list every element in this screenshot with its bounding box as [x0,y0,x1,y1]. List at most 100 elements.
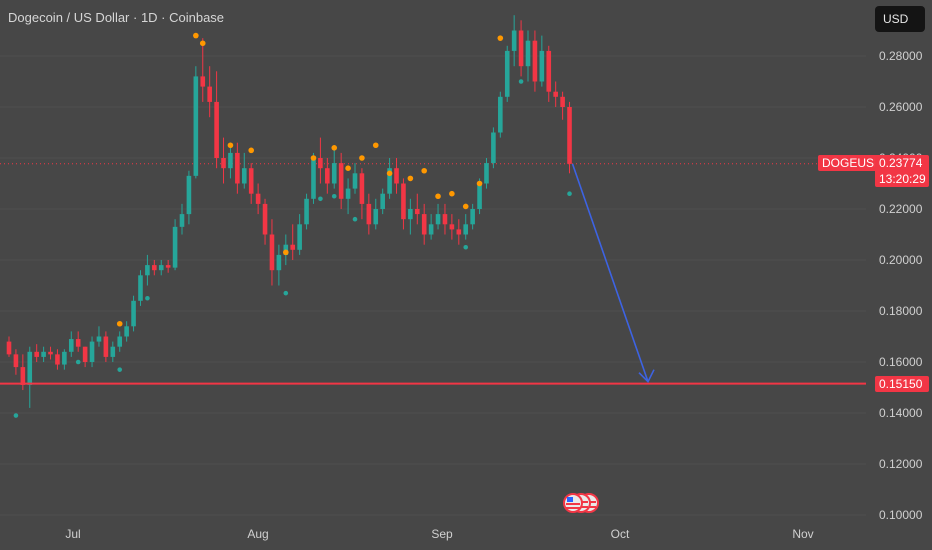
candle [96,326,102,347]
candle [414,193,420,225]
candle [553,81,558,107]
y-tick-label: 0.20000 [879,253,923,267]
candle [165,260,171,273]
candle [241,152,247,189]
candle [435,203,441,230]
candle [62,349,67,370]
candle [186,170,192,225]
candle [20,354,26,391]
candle [110,341,116,362]
orange-signal-dot [372,142,379,149]
y-tick-label: 0.26000 [879,100,923,114]
candle [304,193,309,230]
candle [117,331,123,352]
x-tick-label: Jul [65,527,80,541]
candle [262,198,268,245]
y-tick-label: 0.28000 [879,49,923,63]
candle [511,15,517,67]
candle [325,158,330,194]
orange-signal-dot [331,145,338,151]
chart-title: Dogecoin / US Dollar · 1D · Coinbase [8,10,225,25]
candle [131,295,136,332]
us-flag-icon[interactable] [563,493,583,513]
x-tick-label: Sep [431,527,453,541]
y-tick-label: 0.22000 [879,202,923,216]
orange-signal-dot [310,155,317,161]
candle [539,35,545,87]
candle [82,346,88,368]
teal-signal-dot [331,193,337,199]
candle [138,270,143,306]
candle [373,198,379,230]
y-tick-label: 0.16000 [879,355,923,369]
projection-arrow[interactable] [571,163,655,384]
candle [546,45,552,102]
candle [103,331,109,362]
candle [352,163,358,194]
teal-signal-dot [145,295,150,301]
candle [269,219,275,286]
candle [394,158,399,194]
y-tick-label: 0.10000 [879,508,923,522]
arrow-shaft[interactable] [571,163,649,382]
y-tick-label: 0.14000 [879,406,923,420]
candle [463,214,469,240]
orange-signal-dot [248,147,254,154]
symbol-tag: DOGEUSD [818,155,887,171]
candle [152,260,157,276]
candle [387,158,392,199]
orange-signal-dot [386,170,393,177]
candle [207,66,212,118]
orange-signal-dot [193,32,199,39]
teal-signal-dot [518,79,524,84]
events-icon-group[interactable] [563,493,599,513]
candle [179,203,185,235]
candle [89,336,95,368]
candle [41,346,46,362]
orange-signal-dot [359,155,365,161]
candle [449,214,455,240]
candle [408,198,413,235]
orange-signal-dot [421,167,428,174]
x-tick-label: Aug [247,527,268,541]
x-tick-label: Nov [792,527,813,541]
candle [428,214,434,240]
candle [567,101,572,174]
candle [158,260,164,276]
candle [560,91,565,120]
x-tick-label: Oct [611,527,630,541]
candle [442,203,448,235]
candle [290,224,296,260]
signal-markers [13,32,572,418]
candle [484,158,489,189]
candle [366,193,372,235]
arrow-head[interactable] [638,369,655,384]
currency-button[interactable]: USD [875,6,925,32]
orange-signal-dot [227,142,234,149]
price-axis[interactable]: 0.280000.260000.240000.220000.200000.180… [879,49,923,522]
candle [532,30,538,92]
candle [27,346,33,408]
orange-signal-dot [476,180,483,187]
candle [491,127,496,169]
candle [228,142,233,179]
candle [6,336,12,357]
candle [525,30,531,82]
last-price-tag: 0.23774 [875,155,929,171]
candle [297,214,302,255]
candle [55,349,60,370]
teal-signal-dot [13,413,19,418]
time-axis[interactable]: Jul Aug Sep Oct Nov [65,527,813,541]
candle [276,244,282,286]
candle [214,71,219,169]
candle [498,91,503,138]
candle [318,137,323,184]
candle [145,254,150,286]
orange-signal-dot [449,190,455,197]
orange-signal-dot [462,203,469,210]
teal-signal-dot [117,367,123,372]
y-tick-label: 0.18000 [879,304,923,318]
candle [504,45,510,102]
orange-signal-dot [345,165,351,171]
candle [456,219,462,245]
